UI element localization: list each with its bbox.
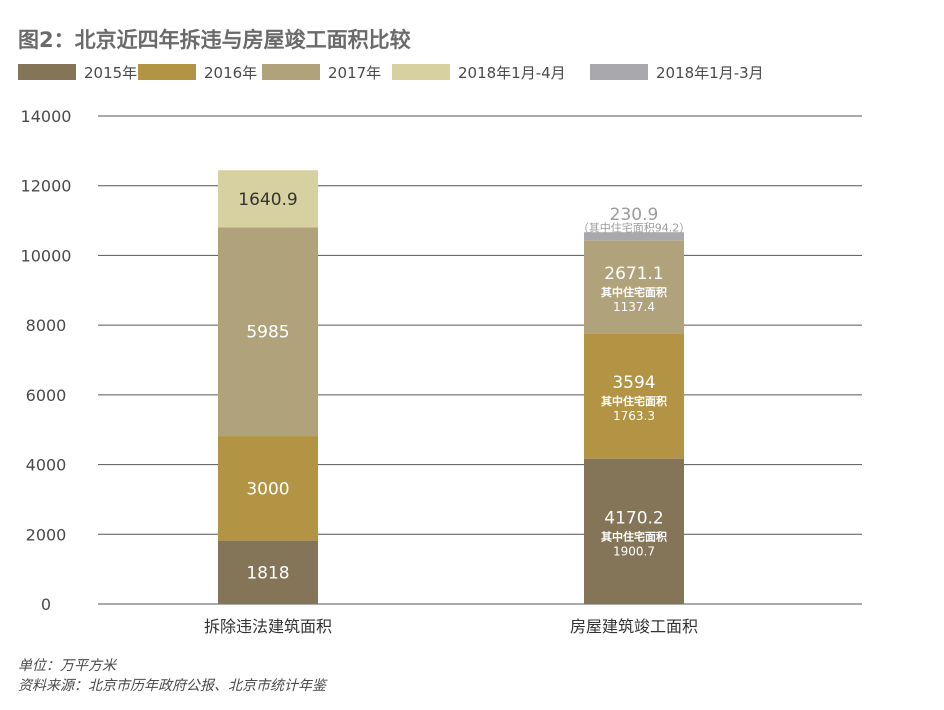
data-label: 1818 bbox=[246, 563, 289, 583]
data-label: 2671.1 bbox=[604, 264, 663, 284]
legend-swatch bbox=[18, 64, 76, 80]
bar-segment bbox=[218, 170, 318, 228]
legend-swatch bbox=[590, 64, 648, 80]
data-sublabel: （其中住宅面积94.2） bbox=[578, 221, 691, 235]
bar-segment bbox=[218, 540, 318, 604]
legend-label: 2018年1月-3月 bbox=[656, 64, 764, 82]
data-label: 5985 bbox=[246, 323, 289, 343]
data-label: 3594 bbox=[612, 373, 655, 393]
data-label: 3000 bbox=[246, 479, 289, 499]
x-category-label: 房屋建筑竣工面积 bbox=[570, 617, 698, 636]
bar-segment bbox=[584, 333, 684, 459]
y-tick-label: 2000 bbox=[26, 525, 67, 544]
data-sublabel-value: 1900.7 bbox=[613, 544, 655, 558]
bar-segment bbox=[218, 436, 318, 541]
legend-label: 2015年 bbox=[84, 64, 138, 82]
y-tick-label: 10000 bbox=[21, 246, 72, 265]
legend-label: 2018年1月-4月 bbox=[458, 64, 566, 82]
bar-segment bbox=[584, 240, 684, 334]
y-tick-label: 14000 bbox=[21, 107, 72, 126]
data-label: 1640.9 bbox=[238, 190, 297, 210]
y-tick-label: 4000 bbox=[26, 456, 67, 475]
bar-segment bbox=[218, 227, 318, 437]
legend-swatch bbox=[138, 64, 196, 80]
data-sublabel-value: 1763.3 bbox=[613, 409, 655, 423]
legend-label: 2017年 bbox=[328, 64, 382, 82]
source-note: 资料来源：北京市历年政府公报、北京市统计年鉴 bbox=[18, 678, 326, 694]
y-tick-label: 6000 bbox=[26, 386, 67, 405]
legend-label: 2016年 bbox=[204, 64, 258, 82]
unit-note: 单位：万平方米 bbox=[18, 658, 116, 674]
legend-swatch bbox=[262, 64, 320, 80]
data-sublabel-value: 1137.4 bbox=[613, 300, 655, 314]
chart-title: 图2：北京近四年拆违与房屋竣工面积比较 bbox=[18, 28, 411, 52]
data-sublabel: 其中住宅面积 bbox=[601, 285, 667, 299]
data-label: 230.9 bbox=[610, 205, 659, 225]
bar-segment bbox=[584, 232, 684, 241]
y-tick-label: 0 bbox=[41, 595, 51, 614]
data-sublabel: 其中住宅面积 bbox=[601, 529, 667, 543]
x-category-label: 拆除违法建筑面积 bbox=[204, 617, 332, 636]
data-label: 4170.2 bbox=[604, 508, 663, 528]
data-sublabel: 其中住宅面积 bbox=[601, 394, 667, 408]
bar-segment bbox=[584, 458, 684, 604]
y-tick-label: 12000 bbox=[21, 177, 72, 196]
legend-swatch bbox=[392, 64, 450, 80]
y-tick-label: 8000 bbox=[26, 316, 67, 335]
